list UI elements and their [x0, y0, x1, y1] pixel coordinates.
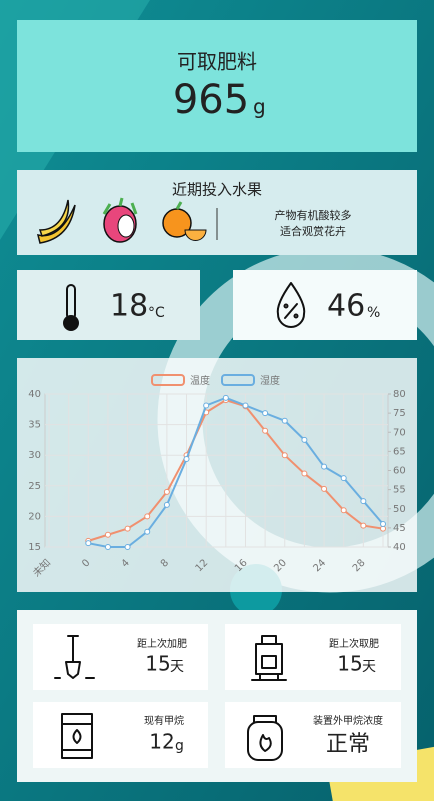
stat-card: [33, 702, 208, 768]
point: [104, 531, 111, 538]
temperature-unit: °C: [148, 305, 165, 321]
point: [242, 402, 249, 409]
stat-label: 现有甲烷: [144, 714, 184, 727]
point: [262, 427, 269, 434]
y2-tick-label: 45: [393, 523, 406, 534]
stat-card: [33, 624, 208, 690]
point: [360, 522, 367, 529]
legend-swatch: [221, 374, 255, 386]
point: [222, 394, 229, 401]
point: [340, 507, 347, 514]
humidity-value: 46: [327, 289, 365, 324]
stat-value: 15: [145, 652, 170, 676]
point: [262, 410, 269, 417]
y2-tick-label: 55: [393, 485, 406, 496]
point: [144, 528, 151, 535]
stat-unit: g: [175, 738, 184, 754]
dragonfruit-icon: [102, 197, 138, 243]
y-tick-label: 40: [28, 389, 41, 400]
thermometer-icon: [63, 284, 79, 331]
point: [380, 521, 386, 528]
legend-label: 温度: [190, 374, 210, 387]
series-line: [87, 399, 384, 542]
temperature-card: [17, 270, 200, 340]
stat-unit: 天: [170, 659, 184, 675]
series-line: [88, 396, 384, 548]
stat-label: 装置外甲烷浓度: [313, 714, 383, 727]
point: [163, 488, 170, 495]
y-tick-label: 15: [28, 542, 41, 553]
y-tick-label: 25: [28, 481, 41, 492]
point: [124, 525, 131, 532]
shovel-icon: [54, 635, 95, 679]
y2-tick-label: 65: [393, 446, 406, 457]
fertilizer-card: [17, 20, 417, 152]
bag-icon: [61, 713, 93, 759]
point: [340, 475, 347, 482]
stat-unit: 天: [362, 659, 376, 675]
point: [144, 513, 151, 520]
fertilizer-label: 可取肥料: [177, 50, 257, 74]
humidity-unit: %: [367, 305, 380, 321]
point: [104, 544, 111, 550]
stat-value: 正常: [326, 732, 370, 757]
point: [301, 436, 308, 443]
point: [281, 452, 288, 459]
y2-tick-label: 60: [393, 466, 406, 477]
y-tick-label: 30: [28, 450, 41, 461]
point: [360, 498, 367, 505]
chart-card: [17, 358, 417, 592]
point: [85, 540, 92, 547]
point: [301, 470, 308, 477]
legend-label: 湿度: [260, 374, 280, 387]
point: [281, 417, 288, 424]
point: [183, 456, 190, 463]
stat-value: 15: [337, 652, 362, 676]
y-tick-label: 35: [28, 420, 41, 431]
y2-tick-label: 75: [393, 408, 406, 419]
fruit-note: 适合观赏花卉: [280, 224, 346, 238]
fruit-note: 产物有机酸较多: [275, 208, 352, 222]
stat-card: [225, 702, 401, 768]
y2-tick-label: 50: [393, 504, 406, 515]
y2-tick-label: 80: [393, 389, 406, 400]
y-tick-label: 20: [28, 511, 41, 522]
point: [321, 463, 328, 470]
temperature-value: 18: [110, 289, 148, 324]
point: [203, 402, 210, 409]
y2-tick-label: 70: [393, 427, 406, 438]
point: [321, 485, 328, 492]
gas-tank-icon: [247, 715, 283, 761]
banana-icon: [36, 199, 76, 244]
point: [124, 544, 131, 550]
stat-value: 12: [149, 730, 174, 754]
stat-label: 距上次加肥: [137, 637, 187, 650]
humidity-card: [233, 270, 417, 340]
point: [163, 501, 170, 508]
legend-swatch: [151, 374, 185, 386]
droplet-icon: [276, 282, 306, 328]
fruit-title: 近期投入水果: [172, 181, 262, 199]
machine-icon: [251, 635, 287, 681]
stat-label: 距上次取肥: [329, 637, 379, 650]
orange-icon: [162, 201, 207, 241]
y2-tick-label: 40: [393, 542, 406, 553]
fertilizer-value: 965: [173, 77, 249, 123]
fertilizer-unit: g: [253, 95, 266, 119]
